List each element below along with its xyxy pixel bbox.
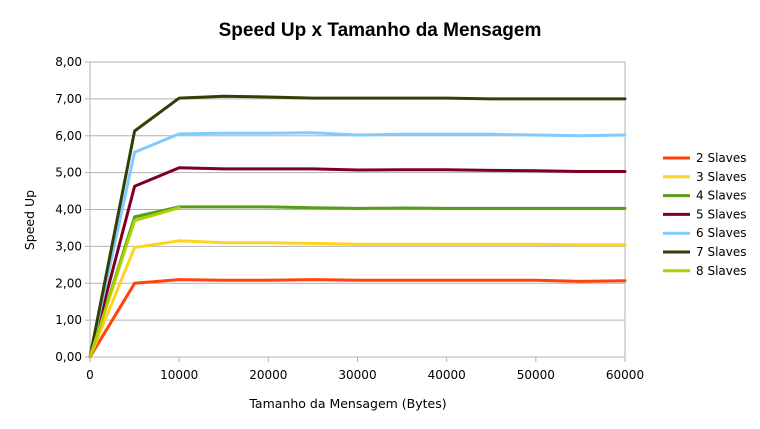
y-tick-label: 0,00	[55, 350, 82, 364]
series-lines	[88, 94, 627, 359]
series-line-6-slaves	[88, 131, 627, 359]
y-tick-label: 4,00	[55, 203, 82, 217]
legend-label: 7 Slaves	[696, 245, 747, 259]
y-tick-label: 6,00	[55, 129, 82, 143]
y-tick-label: 8,00	[55, 55, 82, 69]
x-axis-label: Tamanho da Mensagem (Bytes)	[248, 396, 446, 411]
x-tick-label: 10000	[160, 368, 198, 382]
legend-label: 5 Slaves	[696, 207, 747, 221]
y-axis-ticks: 0,00 1,00 2,00 3,00 4,00 5,00 6,00 7,00 8,00	[55, 55, 90, 364]
legend-label: 4 Slaves	[696, 189, 747, 203]
legend: 2 Slaves 3 Slaves 4 Slaves 5 Slaves 6 Slaves…	[663, 151, 747, 278]
x-tick-label: 20000	[249, 368, 287, 382]
series-line-5-slaves	[88, 166, 627, 359]
legend-label: 2 Slaves	[696, 151, 747, 165]
y-tick-label: 1,00	[55, 313, 82, 327]
series-line-3-slaves	[88, 239, 627, 359]
chart-title: Speed Up x Tamanho da Mensagem	[219, 20, 542, 41]
x-tick-label: 30000	[338, 368, 376, 382]
y-tick-label: 7,00	[55, 92, 82, 106]
y-tick-label: 3,00	[55, 239, 82, 253]
y-tick-label: 5,00	[55, 166, 82, 180]
x-tick-label: 50000	[517, 368, 555, 382]
y-tick-label: 2,00	[55, 276, 82, 290]
x-tick-label: 40000	[428, 368, 466, 382]
legend-label: 3 Slaves	[696, 170, 747, 184]
legend-label: 6 Slaves	[696, 226, 747, 240]
legend-label: 8 Slaves	[696, 264, 747, 278]
series-line-7-slaves	[88, 94, 627, 359]
x-tick-label: 60000	[606, 368, 644, 382]
x-tick-label: 0	[86, 368, 94, 382]
x-axis-ticks: 0 10000 20000 30000 40000 50000 60000	[86, 357, 644, 382]
series-line-8-slaves	[88, 206, 181, 359]
y-axis-label: Speed Up	[22, 190, 37, 250]
series-line-2-slaves	[88, 278, 627, 359]
